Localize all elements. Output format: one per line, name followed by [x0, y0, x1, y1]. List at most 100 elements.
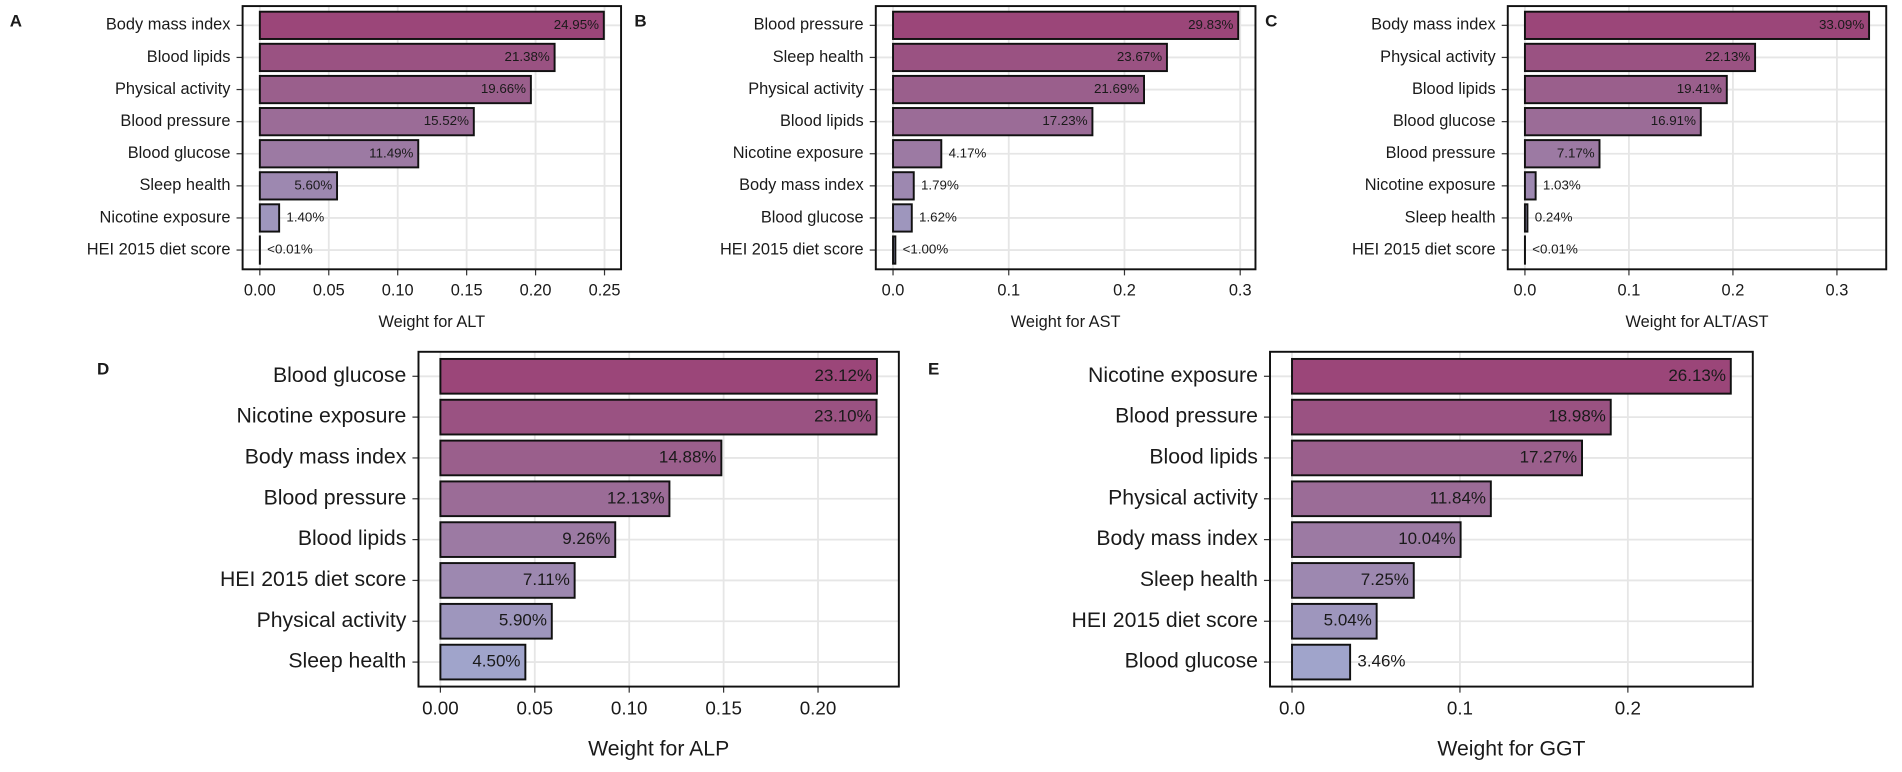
- y-tick-label: Physical activity: [257, 609, 407, 632]
- x-tick-label: 0.1: [1447, 698, 1473, 719]
- y-tick-label: Blood pressure: [120, 112, 230, 130]
- y-tick-label: Body mass index: [739, 176, 864, 194]
- panel-border: [1506, 5, 1888, 271]
- value-label: 19.66%: [481, 81, 526, 96]
- y-tick-label: Sleep health: [1405, 208, 1496, 226]
- x-tick-label: 0.3: [1826, 281, 1849, 299]
- y-tick-label: Sleep health: [288, 650, 406, 673]
- y-tick-label: Nicotine exposure: [733, 144, 864, 162]
- value-label: 11.49%: [369, 145, 413, 160]
- panel-border: [241, 5, 623, 271]
- y-tick-label: Nicotine exposure: [100, 208, 231, 226]
- y-tick-label: Physical activity: [1108, 486, 1258, 509]
- y-tick-label: Physical activity: [115, 80, 231, 98]
- x-tick-label: 0.1: [1618, 281, 1641, 299]
- bar: [258, 42, 556, 73]
- y-tick-label: Body mass index: [1096, 527, 1258, 550]
- bar: [1523, 74, 1728, 105]
- x-tick-label: 0.00: [244, 281, 276, 299]
- value-label: 1.79%: [921, 177, 959, 192]
- bar: [892, 74, 1145, 105]
- bar: [258, 171, 339, 201]
- x-tick-label: 0.25: [589, 281, 621, 299]
- bar: [1523, 203, 1529, 233]
- bar: [1523, 10, 1871, 40]
- y-tick-label: Body mass index: [245, 446, 407, 469]
- x-tick-label: 0.0: [1279, 698, 1305, 719]
- y-tick-label: HEI 2015 diet score: [87, 240, 231, 258]
- y-tick-label: Blood lipids: [780, 112, 864, 130]
- value-label: 10.04%: [1398, 529, 1456, 548]
- y-tick-label: HEI 2015 diet score: [220, 568, 406, 591]
- x-tick-label: 0.2: [1615, 698, 1641, 719]
- y-tick-label: Blood pressure: [264, 486, 407, 509]
- value-label: 9.26%: [562, 529, 610, 548]
- bar: [892, 107, 1094, 137]
- x-axis-title: Weight for AST: [1011, 313, 1121, 331]
- value-label: 26.13%: [1668, 366, 1726, 385]
- x-tick-label: 0.10: [611, 698, 648, 719]
- x-axis-title: Weight for ALP: [588, 737, 729, 760]
- value-label: 17.23%: [1042, 113, 1087, 128]
- y-tick-label: Blood pressure: [1386, 144, 1496, 162]
- bar: [892, 203, 913, 233]
- y-tick-label: Nicotine exposure: [1088, 364, 1258, 387]
- panel-label: A: [10, 11, 22, 30]
- y-tick-label: HEI 2015 diet score: [720, 240, 864, 258]
- value-label: 7.11%: [523, 570, 570, 589]
- y-tick-label: Sleep health: [1140, 568, 1258, 591]
- bar: [1291, 439, 1583, 477]
- x-axis-title: Weight for ALT: [378, 313, 485, 331]
- x-tick-label: 0.0: [1514, 281, 1537, 299]
- bar: [1291, 643, 1352, 681]
- value-label: 19.41%: [1677, 81, 1722, 96]
- y-tick-label: Blood pressure: [1115, 405, 1258, 428]
- panel-label: E: [928, 359, 939, 378]
- bar: [439, 562, 576, 599]
- bar: [1291, 398, 1612, 436]
- panel-label: B: [634, 11, 646, 30]
- value-label: 3.46%: [1357, 652, 1405, 671]
- y-tick-label: Blood glucose: [273, 364, 406, 387]
- bar: [892, 235, 897, 265]
- x-tick-label: 0.15: [451, 281, 483, 299]
- value-label: 29.83%: [1188, 17, 1233, 32]
- value-label: <0.01%: [1532, 242, 1578, 257]
- y-tick-label: Body mass index: [106, 16, 231, 34]
- panel-border: [1269, 350, 1754, 688]
- y-tick-label: Sleep health: [773, 48, 864, 66]
- y-tick-label: Blood glucose: [761, 208, 864, 226]
- y-tick-label: Blood glucose: [1125, 650, 1258, 673]
- y-tick-label: Blood lipids: [298, 527, 407, 550]
- x-tick-label: 0.05: [517, 698, 554, 719]
- y-tick-label: Nicotine exposure: [237, 405, 407, 428]
- value-label: 24.95%: [554, 17, 599, 32]
- y-tick-label: Sleep health: [140, 176, 231, 194]
- x-tick-label: 0.05: [313, 281, 345, 299]
- bar: [1291, 602, 1378, 640]
- value-label: 4.17%: [949, 145, 987, 160]
- value-label: 7.17%: [1557, 145, 1595, 160]
- value-label: 14.88%: [659, 447, 717, 466]
- bar: [1291, 357, 1732, 395]
- x-tick-label: 0.2: [1113, 281, 1136, 299]
- value-label: 5.90%: [499, 611, 547, 630]
- y-tick-label: Physical activity: [1380, 48, 1496, 66]
- value-label: <1.00%: [903, 242, 949, 257]
- x-tick-label: 0.10: [382, 281, 414, 299]
- value-label: 23.12%: [815, 366, 873, 385]
- bar: [1523, 107, 1702, 137]
- y-tick-label: HEI 2015 diet score: [1352, 240, 1496, 258]
- value-label: 17.27%: [1520, 447, 1578, 466]
- value-label: 1.40%: [286, 209, 324, 224]
- bar: [439, 643, 527, 681]
- x-tick-label: 0.00: [422, 698, 459, 719]
- bar: [1291, 480, 1492, 518]
- value-label: 18.98%: [1548, 407, 1606, 426]
- panel-label: C: [1265, 11, 1277, 30]
- bar: [258, 74, 532, 105]
- bar: [892, 10, 1240, 40]
- x-tick-label: 0.20: [520, 281, 552, 299]
- x-axis-title: Weight for GGT: [1437, 737, 1585, 760]
